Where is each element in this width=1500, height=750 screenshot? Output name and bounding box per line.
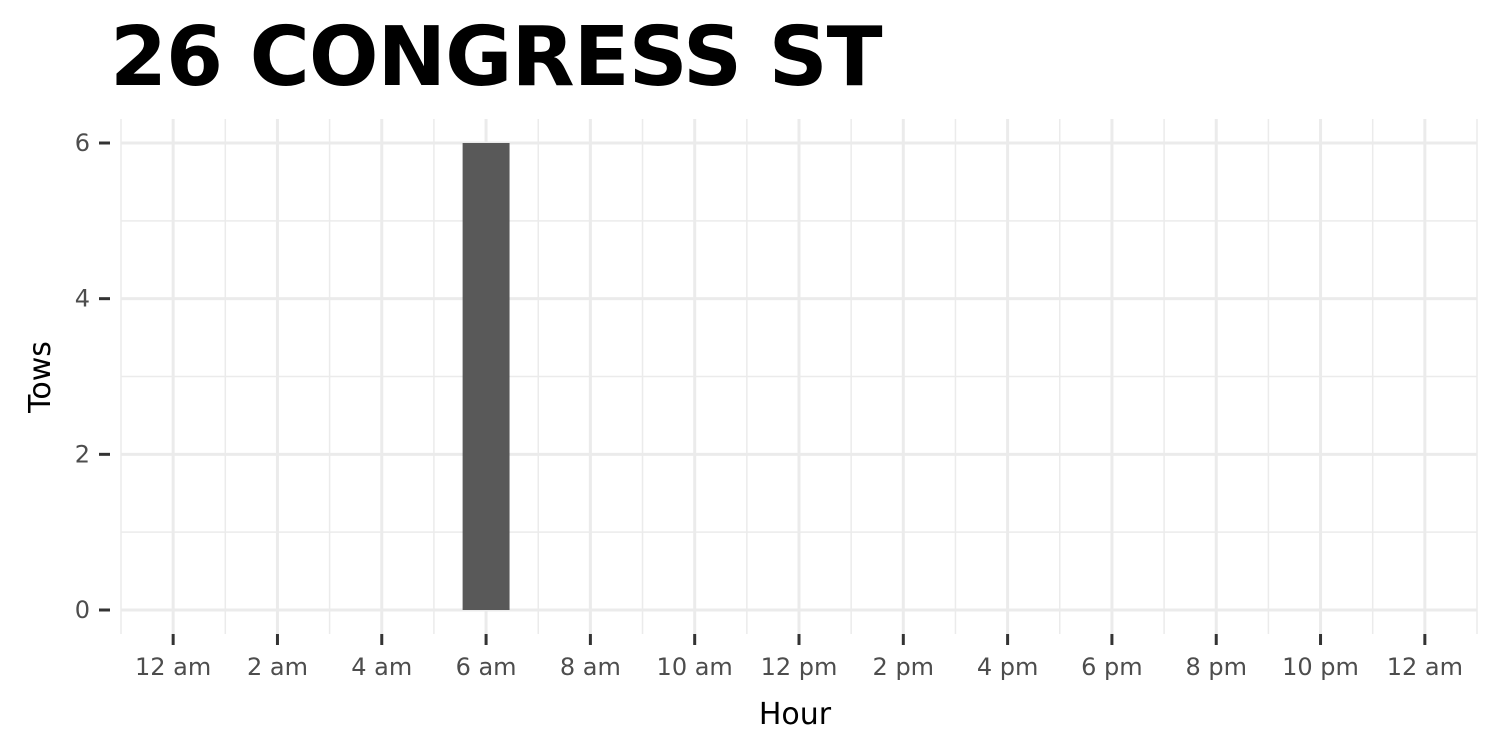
y-tick-label: 4 [75,285,90,313]
y-axis-ticks: 0 2 4 6 [75,129,110,624]
chart-title: 26 CONGRESS ST [110,10,883,105]
bars [462,143,510,610]
y-tick-label: 6 [75,129,90,157]
x-tick-label: 6 pm [1081,653,1143,681]
x-tick-label: 12 am [135,653,211,681]
y-tick-label: 2 [75,440,90,468]
x-tick-label: 2 pm [873,653,935,681]
x-tick-label: 8 pm [1185,653,1247,681]
x-tick-label: 2 am [247,653,308,681]
y-axis-title: Tows [23,341,58,414]
x-axis-ticks: 12 am 2 am 4 am 6 am 8 am 10 am 12 pm 2 pm 4 pm 6… [135,634,1463,681]
bar [462,143,510,610]
x-axis-title: Hour [759,697,832,732]
x-tick-label: 10 am [657,653,733,681]
x-tick-label: 6 am [456,653,517,681]
x-tick-label: 10 pm [1282,653,1359,681]
major-gridlines [121,119,1477,634]
x-tick-label: 12 pm [761,653,838,681]
x-tick-label: 4 pm [977,653,1039,681]
x-tick-label: 8 am [560,653,621,681]
y-tick-label: 0 [75,596,90,624]
x-tick-label: 12 am [1387,653,1463,681]
x-tick-label: 4 am [351,653,412,681]
